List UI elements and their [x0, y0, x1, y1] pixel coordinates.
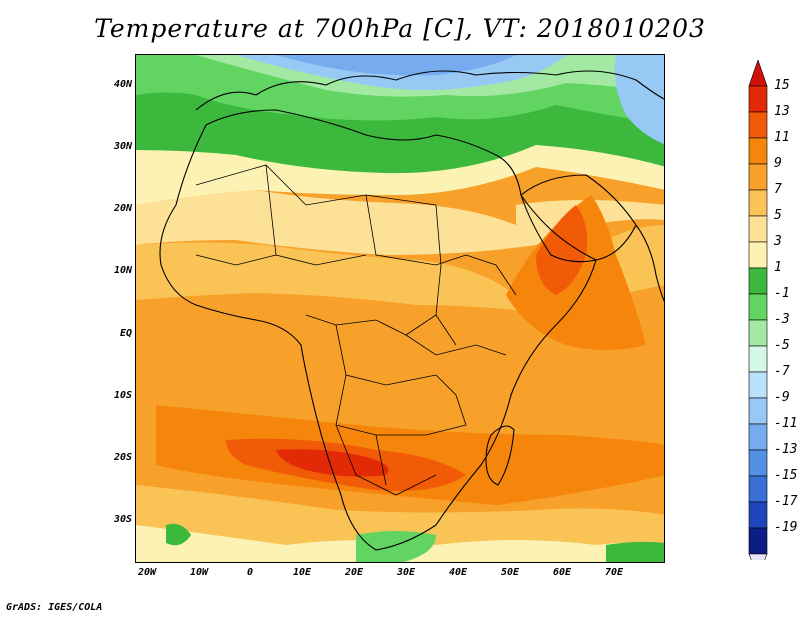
- colorbar-label: 7: [774, 182, 782, 197]
- colorbar-swatch: [748, 293, 768, 321]
- colorbar-label: -7: [774, 364, 790, 379]
- colorbar-label: -9: [774, 390, 790, 405]
- colorbar-swatch: [748, 397, 768, 425]
- field-patch-southwest: [166, 523, 191, 546]
- colorbar: [748, 60, 768, 560]
- field-band-1-southeast: [606, 541, 664, 562]
- lon-label: 10W: [189, 567, 209, 578]
- field-band-5: [136, 190, 664, 255]
- colorbar-swatch: [748, 189, 768, 217]
- colorbar-swatch: [748, 449, 768, 477]
- europe-coastline: [195, 70, 664, 111]
- lon-label: 30E: [396, 567, 416, 578]
- colorbar-label: -13: [774, 442, 798, 457]
- colorbar-swatch: [748, 501, 768, 529]
- colorbar-swatch: [748, 371, 768, 399]
- arabian-peninsula: [520, 174, 637, 261]
- lat-label: 30N: [113, 141, 132, 152]
- colorbar-label: 15: [774, 78, 790, 93]
- colorbar-label: -3: [774, 312, 790, 327]
- colorbar-under-triangle: [748, 553, 768, 560]
- lat-label: 40N: [113, 79, 132, 90]
- colorbar-label: -19: [774, 520, 798, 535]
- colorbar-label: -15: [774, 468, 798, 483]
- colorbar-swatch: [748, 215, 768, 243]
- lon-label: 0: [246, 567, 254, 578]
- lon-label: 20E: [344, 567, 364, 578]
- lat-label: 10N: [113, 265, 132, 276]
- colorbar-label: 13: [774, 104, 790, 119]
- colorbar-label: 5: [774, 208, 782, 223]
- lat-label: 30S: [113, 514, 132, 525]
- colorbar-swatch: [748, 267, 768, 295]
- colorbar-label: 11: [774, 130, 790, 145]
- colorbar-swatch: [748, 241, 768, 269]
- lat-label: 10S: [113, 390, 132, 401]
- colorbar-swatch: [748, 319, 768, 347]
- map-title: Temperature at 700hPa [C], VT: 201801020…: [94, 14, 706, 43]
- africa-coastline: [159, 109, 597, 551]
- lon-label: 20W: [137, 567, 157, 578]
- field-band-13-east: [536, 205, 588, 295]
- field-band-m11: [276, 55, 516, 76]
- colorbar-label: -17: [774, 494, 798, 509]
- colorbar-swatch: [748, 111, 768, 139]
- colorbar-label: 3: [774, 234, 782, 249]
- lat-label: EQ: [119, 328, 132, 339]
- field-band-1-south: [356, 531, 436, 562]
- india-coastline: [635, 224, 664, 302]
- map-canvas: [136, 55, 664, 562]
- lon-label: 10E: [292, 567, 312, 578]
- colorbar-label: -5: [774, 338, 790, 353]
- grads-credit: GrADS: IGES/COLA: [6, 602, 103, 613]
- colorbar-swatch: [748, 423, 768, 451]
- colorbar-swatch: [748, 85, 768, 113]
- colorbar-swatch: [748, 163, 768, 191]
- colorbar-swatch: [748, 475, 768, 503]
- temperature-map: [135, 54, 665, 563]
- colorbar-over-triangle: [748, 60, 768, 87]
- lon-label: 60E: [552, 567, 572, 578]
- lon-label: 50E: [500, 567, 520, 578]
- field-band-15-south: [276, 449, 389, 477]
- lat-label: 20N: [113, 203, 132, 214]
- lat-label: 20S: [113, 452, 132, 463]
- colorbar-label: 9: [774, 156, 782, 171]
- colorbar-label: 1: [774, 260, 782, 275]
- madagascar-outline: [485, 425, 515, 486]
- colorbar-swatch: [748, 527, 768, 555]
- colorbar-swatch: [748, 137, 768, 165]
- lon-label: 70E: [604, 567, 624, 578]
- country-borders: [195, 164, 517, 496]
- colorbar-label: -1: [774, 286, 790, 301]
- lon-label: 40E: [448, 567, 468, 578]
- colorbar-swatch: [748, 345, 768, 373]
- colorbar-label: -11: [774, 416, 798, 431]
